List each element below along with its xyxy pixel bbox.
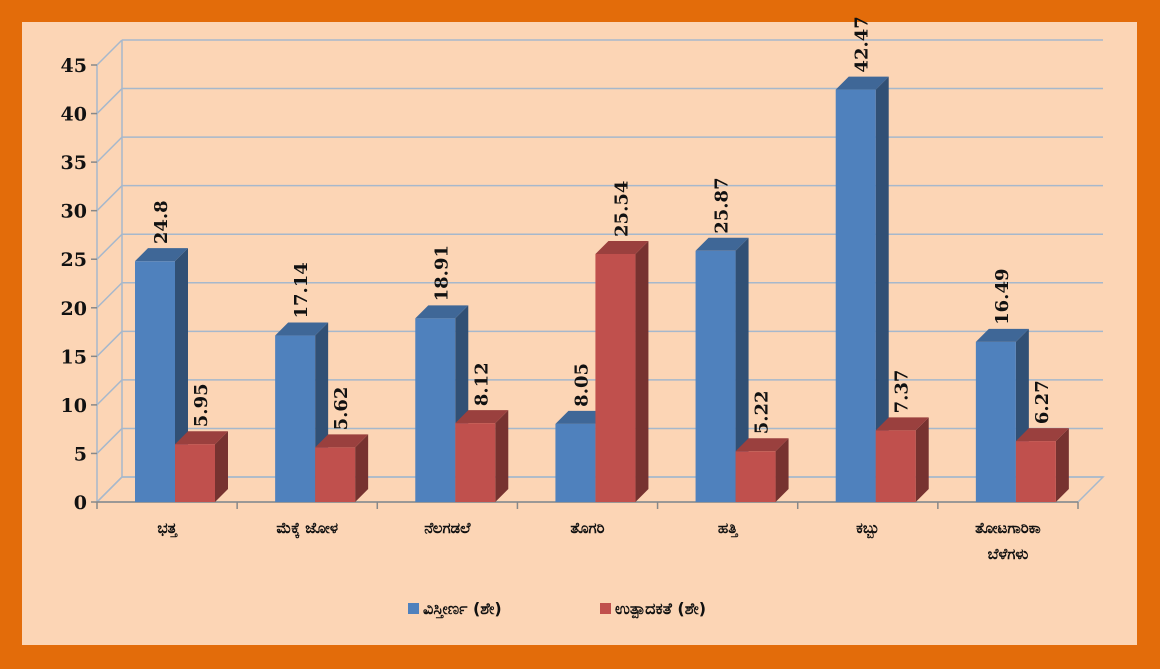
y-tick-label: 25	[61, 249, 87, 271]
data-label: 8.05	[571, 363, 592, 407]
bar-top	[175, 431, 228, 445]
y-tick-label: 0	[74, 492, 87, 514]
bar-front	[735, 451, 776, 502]
bar-top	[695, 237, 749, 251]
y-tick-label: 30	[61, 201, 87, 223]
y-tick-label: 35	[61, 152, 87, 174]
bar-side	[915, 417, 929, 502]
bar-top	[835, 76, 889, 90]
data-label: 5.22	[752, 390, 773, 434]
y-tick-label: 15	[61, 346, 87, 368]
legend-label: ಉತ್ಪಾದಕತೆ (ಶೇ)	[615, 599, 706, 620]
bar-top	[1015, 428, 1069, 442]
side-gridline	[96, 136, 123, 163]
bar-side	[1055, 428, 1069, 502]
category-label: ಕಬ್ಬು	[856, 519, 879, 540]
bar-front	[875, 430, 916, 502]
y-tick-label: 40	[61, 104, 87, 126]
category-labels: ಭತ್ತ ಮೆಕ್ಕೆ ಜೋಳ ನೆಲಗಡಲೆ ತೊಗರಿ ಹತ್ತಿ ಕಬ್ಬು ತೋಟಗ…	[157, 519, 1040, 563]
side-gridline	[96, 233, 123, 260]
category-label: ಭತ್ತ	[157, 519, 177, 538]
data-label: 17.14	[291, 262, 312, 318]
bar-front	[695, 250, 736, 502]
category-label: ಹತ್ತಿ	[718, 519, 739, 538]
y-tick-label: 45	[61, 55, 87, 77]
bar-side	[875, 76, 889, 502]
bar	[595, 240, 649, 503]
y-tick-label: 5	[74, 443, 87, 465]
bar-top	[415, 305, 469, 319]
bar	[835, 76, 889, 502]
data-label: 25.54	[611, 181, 632, 237]
bar-front	[315, 447, 356, 502]
bar-side	[215, 431, 228, 502]
bar-side	[495, 410, 509, 502]
bar-front	[1015, 441, 1056, 502]
bar-front	[595, 253, 636, 502]
bar-front	[455, 423, 496, 502]
data-label: 18.91	[431, 245, 452, 301]
data-label: 8.12	[471, 362, 492, 406]
y-tick-label: 20	[61, 298, 87, 320]
bar-top	[315, 434, 369, 448]
y-tick-label: 10	[61, 395, 87, 417]
bar-top	[975, 328, 1029, 342]
category-label: ನೆಲಗಡಲೆ	[424, 519, 471, 537]
legend-swatch	[408, 603, 419, 614]
side-gridline	[96, 379, 123, 406]
bar-front	[175, 444, 215, 502]
category-label: ಮೆಕ್ಕೆ ಜೋಳ	[276, 519, 338, 539]
legend-area-background	[22, 570, 1137, 645]
data-label: 16.49	[992, 268, 1013, 324]
bar	[1015, 428, 1069, 502]
data-label: 5.62	[331, 387, 352, 431]
bar	[735, 438, 789, 502]
bar-front	[975, 341, 1016, 502]
bar-front	[415, 318, 456, 502]
bar-front	[275, 335, 316, 502]
category-label: ತೋಟಗಾರಿಕಾ	[975, 519, 1041, 537]
bar-side	[775, 438, 789, 502]
category-label: ತೊಗರಿ	[570, 519, 604, 537]
bar-side	[735, 237, 749, 502]
data-label: 24.8	[151, 200, 172, 244]
bar-top	[275, 322, 329, 336]
bars	[135, 76, 1069, 503]
bar-top	[595, 240, 649, 254]
bar	[175, 431, 228, 502]
bar-top	[555, 410, 609, 424]
bar-front	[135, 261, 175, 502]
bar	[315, 434, 369, 502]
bar-front	[555, 423, 596, 502]
y-tick-labels: 0 5 10 15 20 25 30 35 40 45	[61, 55, 87, 514]
bar	[455, 410, 509, 502]
data-label: 7.37	[892, 370, 913, 414]
bar-side	[355, 434, 369, 502]
bar-top	[875, 417, 929, 431]
bar	[695, 237, 749, 502]
side-gridline	[96, 330, 123, 357]
bar-top	[735, 438, 789, 452]
bar-side	[635, 240, 649, 503]
data-label: 25.87	[712, 177, 733, 233]
side-gridline	[96, 39, 123, 66]
side-gridline	[96, 282, 123, 309]
bar-top	[455, 410, 509, 424]
data-label: 42.47	[852, 16, 873, 72]
side-gridline	[96, 185, 123, 212]
bar	[875, 417, 929, 502]
legend: ವಿಸ್ತೀರ್ಣ (ಶೇ) ಉತ್ಪಾದಕತೆ (ಶೇ)	[408, 599, 706, 620]
bar-front	[835, 89, 876, 502]
legend-swatch	[600, 603, 611, 614]
bar-top	[135, 248, 188, 262]
data-label: 6.27	[1032, 380, 1053, 424]
side-gridline	[96, 427, 123, 454]
data-label: 5.95	[191, 383, 212, 427]
side-gridline	[96, 88, 123, 115]
legend-label: ವಿಸ್ತೀರ್ಣ (ಶೇ)	[423, 599, 502, 619]
data-labels: 24.8 5.95 17.14 5.62 18.91 8.12 8.05 25.54 25.87…	[151, 16, 1053, 434]
category-label: ಬೆಳೆಗಳು	[988, 545, 1029, 563]
